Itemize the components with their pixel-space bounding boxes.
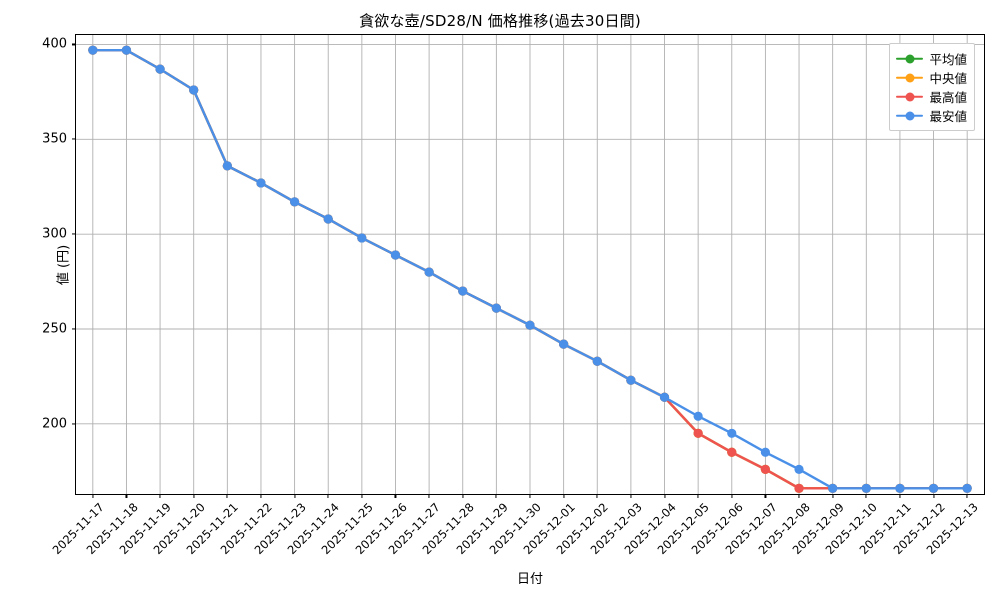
data-point: [794, 464, 804, 474]
y-tick-label: 300: [42, 226, 67, 242]
y-tick-mark: [72, 43, 76, 46]
data-point: [525, 320, 535, 330]
data-point: [121, 45, 132, 55]
series-line-0: [91, 48, 969, 490]
y-tick-label: 350: [42, 131, 67, 147]
x-tick-mark: [428, 494, 430, 498]
data-point: [693, 411, 703, 421]
data-point: [626, 375, 636, 385]
data-point: [962, 483, 972, 493]
data-point: [289, 197, 300, 207]
series-line-2: [91, 48, 969, 490]
data-point: [727, 447, 737, 457]
y-axis-label: 値 (円): [56, 244, 72, 285]
series-line-3: [91, 48, 969, 490]
x-tick-mark: [226, 494, 228, 498]
legend-swatch: [896, 91, 924, 103]
data-point: [155, 64, 165, 74]
y-tick-label: 400: [42, 36, 67, 52]
data-point: [357, 233, 367, 243]
x-tick-mark: [663, 494, 666, 498]
legend-swatch: [896, 72, 924, 84]
x-tick-mark: [327, 494, 329, 498]
x-tick-mark: [529, 494, 531, 498]
data-point: [390, 250, 401, 260]
data-point: [659, 392, 670, 402]
chart-gridlines: [76, 35, 984, 494]
data-point: [424, 267, 434, 277]
data-point: [760, 464, 771, 474]
y-tick-mark: [72, 423, 76, 425]
chart-series-layer: [88, 45, 972, 493]
x-tick-mark: [798, 494, 800, 498]
x-tick-mark: [495, 494, 497, 498]
y-tick-mark: [72, 233, 76, 235]
chart-title: 貪欲な壺/SD28/N 価格推移(過去30日間): [359, 12, 641, 30]
x-tick-mark: [731, 494, 733, 498]
x-tick-mark: [193, 494, 195, 498]
data-point: [491, 303, 501, 313]
data-point: [828, 483, 838, 493]
x-tick-mark: [125, 494, 127, 498]
y-tick-mark: [72, 328, 76, 330]
legend-swatch: [896, 110, 924, 122]
x-tick-mark: [630, 494, 632, 498]
series-line-1: [91, 48, 969, 490]
plot-area: 200 250 300 350 400 2025-11-17 2025-11-18 2025…: [42, 34, 985, 557]
data-point: [693, 428, 703, 438]
x-tick-mark: [697, 494, 699, 498]
data-point: [88, 45, 98, 55]
data-point: [794, 483, 804, 493]
x-tick-mark: [563, 494, 565, 498]
legend-label: 最高値: [929, 90, 967, 105]
legend-item-0[interactable]: 平均値: [896, 49, 967, 68]
x-tick-mark: [832, 494, 834, 498]
x-tick-mark: [899, 494, 901, 498]
data-point: [559, 339, 569, 349]
legend-item-1[interactable]: 中央値: [896, 68, 967, 87]
chart-legend: 平均値中央値最高値最安値: [889, 43, 975, 131]
data-point: [727, 428, 737, 438]
data-point: [256, 178, 266, 188]
legend-swatch: [896, 53, 924, 65]
x-tick-mark: [361, 494, 363, 498]
x-tick-mark: [294, 494, 296, 498]
data-point: [189, 85, 199, 95]
y-tick-label: 250: [42, 321, 67, 337]
y-tick-mark: [72, 138, 76, 140]
data-point: [928, 483, 939, 493]
data-point: [458, 286, 468, 296]
x-tick-mark: [462, 494, 464, 498]
data-point: [861, 483, 871, 493]
x-tick-mark: [596, 494, 598, 498]
x-tick-mark: [764, 494, 766, 498]
data-point: [760, 447, 771, 457]
y-tick-label: 200: [42, 416, 67, 432]
legend-label: 中央値: [929, 71, 967, 86]
x-tick-mark: [966, 494, 968, 498]
x-tick-mark: [92, 494, 94, 498]
legend-item-2[interactable]: 最高値: [896, 87, 967, 106]
data-point: [895, 483, 905, 493]
legend-item-3[interactable]: 最安値: [896, 106, 967, 125]
legend-label: 平均値: [929, 52, 967, 67]
data-point: [592, 356, 602, 366]
data-point: [323, 214, 333, 224]
legend-label: 最安値: [929, 109, 967, 124]
x-tick-mark: [394, 494, 397, 498]
data-point: [222, 161, 232, 171]
x-tick-mark: [865, 494, 867, 498]
x-tick-mark: [159, 494, 161, 498]
x-axis-label: 日付: [516, 572, 543, 587]
x-tick-mark: [933, 494, 935, 498]
x-tick-mark: [260, 494, 262, 498]
